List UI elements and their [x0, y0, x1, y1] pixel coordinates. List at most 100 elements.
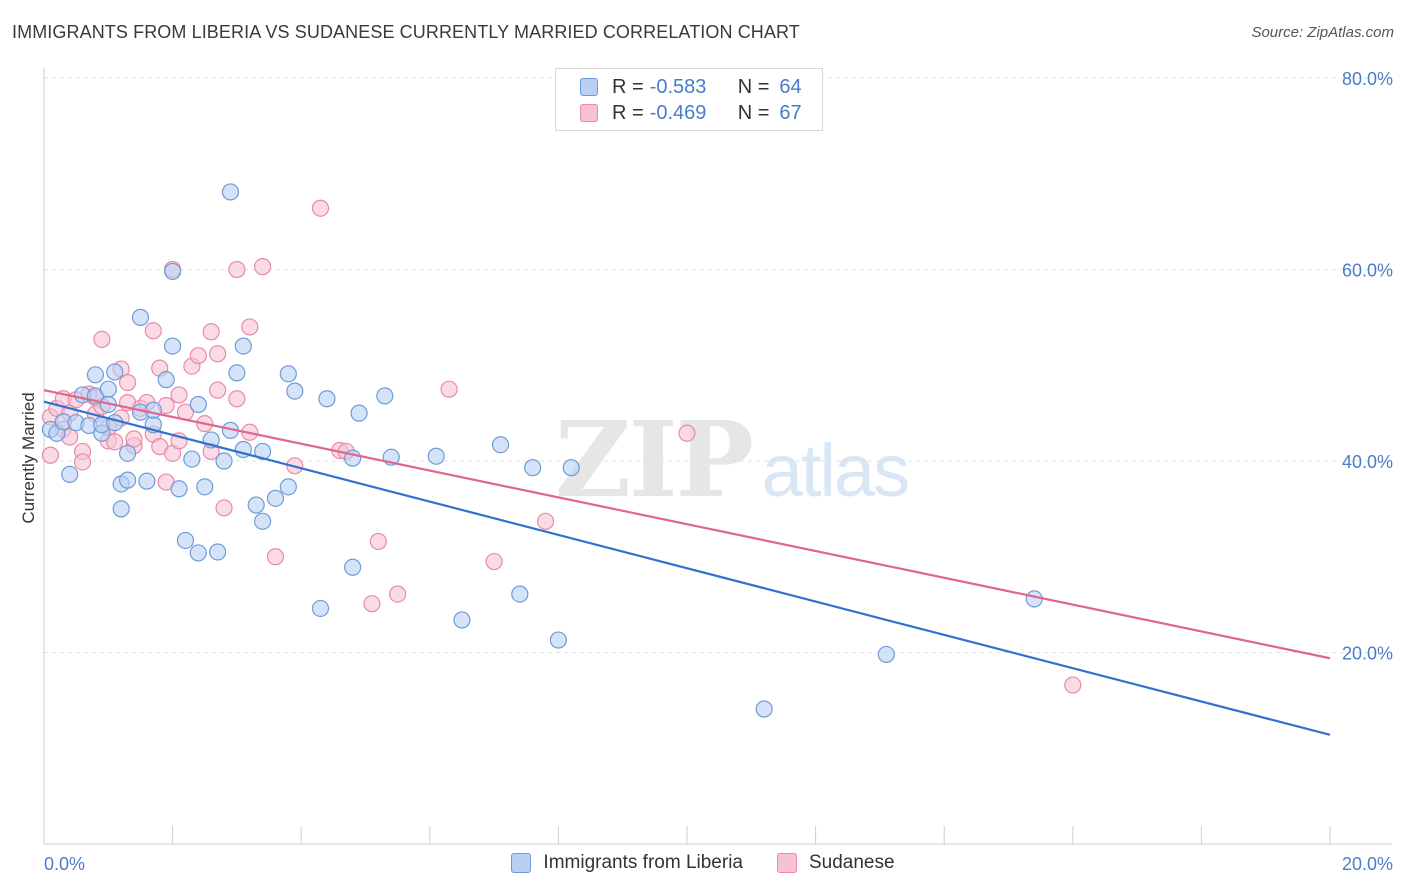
x-tick-label-1: 20.0%	[1342, 854, 1393, 874]
sudanese-swatch	[580, 104, 598, 122]
sudanese-point-17	[106, 433, 124, 451]
n-value: 67	[779, 101, 802, 124]
liberia-point-7	[86, 366, 105, 384]
liberia-point-29	[183, 450, 201, 468]
sudanese-point-0	[41, 446, 60, 464]
liberia-point-20	[131, 308, 150, 326]
legend-item-sudanese[interactable]: Sudanese	[776, 852, 895, 874]
sudanese-point-14	[93, 330, 111, 348]
liberia-point-63	[877, 645, 895, 664]
correlation-legend: R = -0.583 N = 64 R = -0.469 N = 67	[555, 68, 823, 131]
y-tick-label-60: 60.0%	[1342, 261, 1393, 281]
liberia-point-62	[755, 700, 773, 718]
liberia-point-52	[350, 404, 368, 422]
n-label: N =	[737, 101, 770, 124]
liberia-point-53	[376, 387, 394, 405]
liberia-legend-swatch	[511, 853, 532, 873]
sudanese-point-23	[125, 430, 143, 448]
liberia-trend-line	[43, 400, 1331, 736]
y-axis-label: Currently Married	[19, 392, 38, 523]
liberia-point-14	[106, 414, 124, 432]
legend-row-liberia: R = -0.583 N = 64	[580, 75, 802, 99]
sudanese-point-47	[241, 318, 259, 336]
liberia-swatch	[580, 78, 598, 96]
series-legend: Immigrants from Liberia Sudanese	[0, 852, 1406, 874]
sudanese-point-43	[209, 381, 227, 399]
liberia-point-56	[453, 611, 471, 629]
liberia-point-40	[234, 337, 252, 355]
sudanese-trend-line	[43, 389, 1331, 660]
liberia-point-27	[170, 480, 188, 498]
sudanese-point-57	[389, 585, 407, 603]
liberia-point-17	[118, 444, 137, 462]
y-tick-label-80: 80.0%	[1342, 69, 1393, 89]
sudanese-point-46	[228, 260, 246, 279]
liberia-point-58	[511, 585, 529, 603]
liberia-point-42	[254, 512, 272, 530]
sudanese-point-59	[485, 552, 503, 571]
sudanese-point-27	[144, 322, 162, 340]
x-tick-label-0: 0.0%	[44, 854, 85, 874]
legend-row-sudanese: R = -0.469 N = 67	[580, 101, 802, 125]
liberia-point-21	[138, 472, 156, 490]
watermark: ZIP atlas	[555, 398, 910, 521]
y-tick-label-20: 20.0%	[1342, 644, 1393, 664]
series-sudanese	[41, 199, 1082, 694]
sudanese-point-55	[363, 595, 381, 613]
y-tick-label-40: 40.0%	[1342, 452, 1393, 472]
watermark-atlas: atlas	[761, 429, 910, 512]
liberia-point-24	[157, 371, 175, 389]
liberia-point-43	[254, 442, 272, 461]
liberia-point-32	[196, 478, 214, 496]
sudanese-point-60	[536, 512, 555, 530]
liberia-point-28	[176, 531, 195, 550]
liberia-point-41	[247, 496, 265, 514]
sudanese-point-61	[678, 424, 696, 442]
liberia-point-36	[221, 183, 240, 201]
source-attribution: Source: ZipAtlas.com	[1251, 24, 1394, 41]
liberia-point-35	[215, 452, 233, 470]
liberia-point-49	[318, 390, 336, 408]
sudanese-legend-swatch	[776, 853, 797, 873]
liberia-point-30	[189, 395, 207, 414]
sudanese-point-9	[73, 453, 92, 471]
liberia-point-25	[164, 337, 182, 355]
sudanese-point-52	[311, 199, 330, 217]
liberia-point-45	[279, 478, 297, 496]
sudanese-point-56	[369, 532, 387, 551]
sudanese-point-50	[266, 548, 285, 566]
legend-label-liberia: Immigrants from Liberia	[543, 852, 743, 873]
legend-item-liberia[interactable]: Immigrants from Liberia	[511, 852, 743, 874]
sudanese-point-35	[170, 386, 188, 404]
sudanese-point-41	[202, 323, 220, 341]
liberia-point-46	[279, 365, 297, 383]
liberia-point-18	[118, 471, 137, 489]
liberia-point-61	[562, 459, 580, 477]
sudanese-point-45	[228, 390, 246, 408]
liberia-point-34	[209, 543, 227, 561]
r-label: R =	[612, 101, 644, 124]
sudanese-point-49	[254, 258, 272, 276]
r-label: R =	[612, 75, 644, 98]
r-value: -0.469	[649, 101, 707, 124]
liberia-point-64	[1025, 590, 1043, 608]
r-value: -0.583	[649, 75, 707, 98]
n-label: N =	[737, 75, 770, 98]
liberia-point-57	[491, 436, 510, 454]
liberia-point-59	[524, 459, 542, 477]
liberia-point-50	[344, 558, 362, 576]
sudanese-point-38	[189, 347, 207, 365]
liberia-point-31	[189, 544, 207, 562]
chart-title: IMMIGRANTS FROM LIBERIA VS SUDANESE CURR…	[12, 22, 800, 42]
liberia-point-16	[112, 500, 130, 518]
liberia-point-11	[99, 380, 117, 398]
liberia-point-55	[427, 447, 445, 465]
liberia-point-44	[266, 489, 285, 507]
sudanese-point-62	[1064, 676, 1082, 694]
sudanese-point-58	[440, 380, 458, 398]
grid-lines	[44, 77, 1392, 653]
liberia-point-48	[311, 599, 330, 618]
liberia-point-47	[286, 382, 304, 400]
tick-labels: 20.0% 40.0% 60.0% 80.0% 0.0% 20.0%	[44, 69, 1393, 874]
